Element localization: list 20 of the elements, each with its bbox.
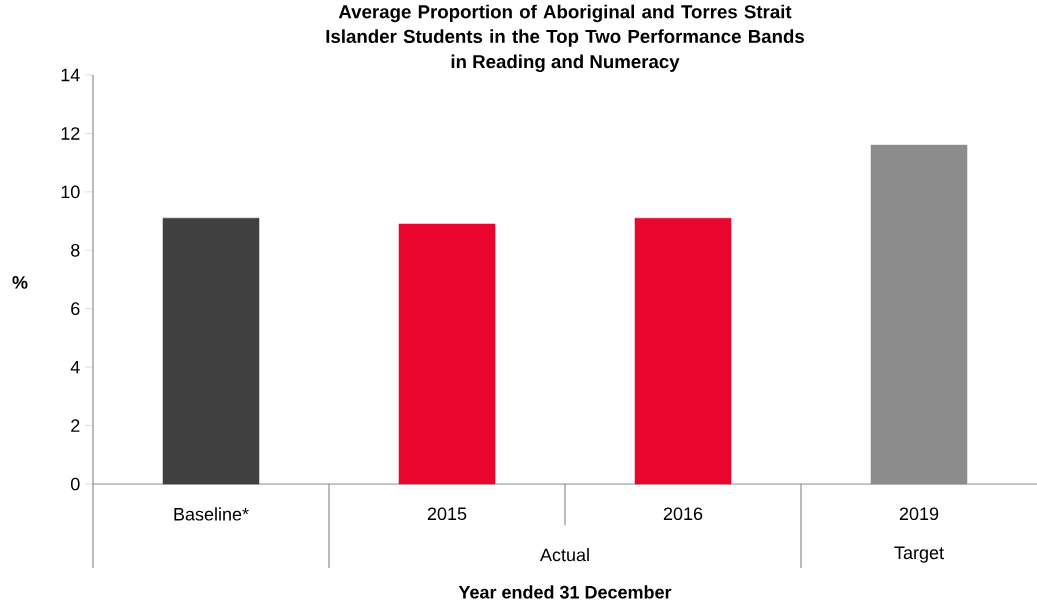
bar <box>634 217 732 485</box>
x-tick-label: 2015 <box>427 507 467 521</box>
x-tick-label: 2016 <box>663 507 703 521</box>
y-tick-label: 0 <box>70 477 80 491</box>
x-tick-label: 2019 <box>899 507 939 521</box>
chart-subtitle: in Reading and Numeracy <box>451 54 680 73</box>
y-tick-label: 8 <box>71 243 80 257</box>
y-tick-label: 2 <box>71 419 80 432</box>
text: Actual <box>540 548 589 562</box>
bar <box>398 223 496 485</box>
y-axis-title: % <box>12 276 28 289</box>
text: Target <box>894 546 944 563</box>
x-tick-label: Baseline* <box>174 507 249 521</box>
y-tick-label: 6 <box>71 302 80 316</box>
y-tick-label: 14 <box>61 68 80 82</box>
y-tick-label: 10 <box>61 185 80 199</box>
bar <box>162 217 260 485</box>
y-tick-label: 4 <box>70 360 80 374</box>
x-axis-title: Year ended 31 December <box>458 585 672 599</box>
y-tick-label: 12 <box>61 127 80 140</box>
